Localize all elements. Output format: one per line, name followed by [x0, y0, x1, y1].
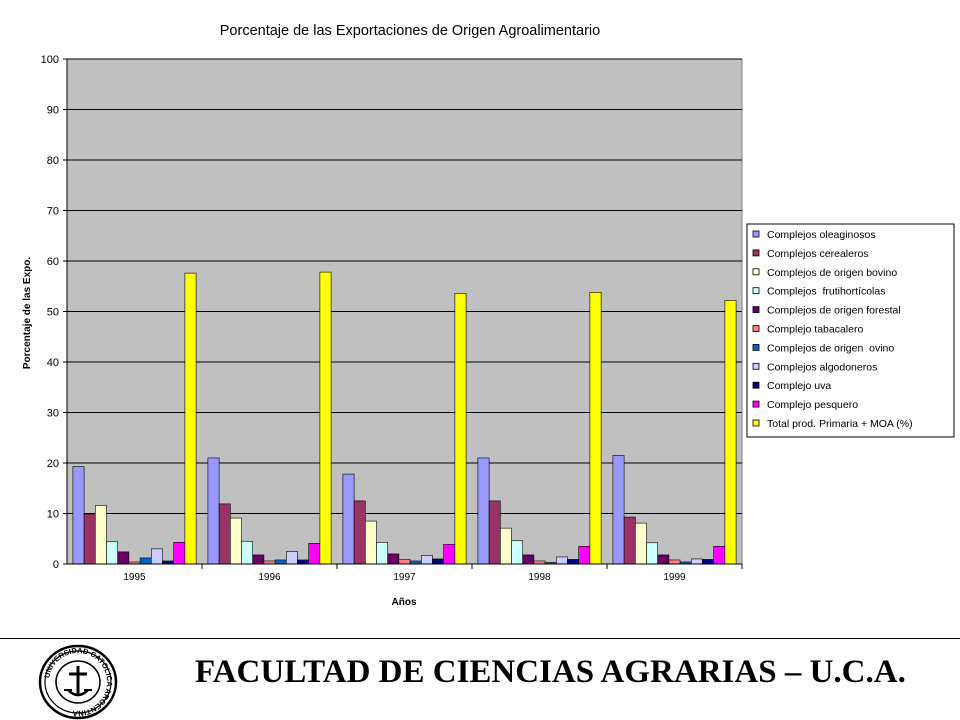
- bar: [713, 546, 726, 565]
- x-tick-labels: 1995 1996 1997 1998 1999: [123, 564, 743, 583]
- bar: [319, 271, 332, 565]
- legend-swatch: [752, 419, 760, 427]
- bar: [432, 558, 444, 565]
- y-tick-label: 30: [47, 408, 59, 420]
- legend-swatch: [752, 325, 760, 332]
- bar: [285, 551, 298, 565]
- bar: [657, 554, 670, 565]
- bar: [499, 527, 512, 565]
- bar: [634, 522, 647, 565]
- bar: [589, 292, 602, 565]
- bar: [218, 503, 231, 565]
- bar: [477, 457, 490, 565]
- legend-label: Complejo uva: [767, 380, 831, 392]
- legend-swatch: [752, 400, 760, 408]
- bar: [420, 555, 433, 565]
- legend-label: Complejos cerealeros: [767, 248, 869, 260]
- university-seal-logo: UNIVERSIDAD CATOLICA ARGENTINA: [38, 644, 118, 720]
- bar: [488, 500, 501, 565]
- y-tick-labels: 0 10 20 30 40 50 60 70 80 90 100: [41, 54, 67, 571]
- bar: [454, 293, 467, 565]
- y-tick-label: 100: [41, 54, 59, 66]
- bar: [106, 541, 118, 565]
- legend-label: Complejo tabacalero: [767, 324, 863, 336]
- bar: [511, 540, 523, 565]
- legend-swatch: [752, 362, 760, 370]
- bar: [646, 542, 658, 565]
- bar: [83, 513, 96, 565]
- bar: [522, 554, 535, 565]
- x-tick-label: 1996: [258, 572, 281, 583]
- legend-swatch: [752, 268, 760, 276]
- bar: [139, 557, 152, 565]
- bar: [207, 457, 220, 565]
- legend-label: Complejos de origen ovino: [767, 342, 894, 354]
- y-axis-label: Porcentaje de las Expo.: [22, 257, 33, 369]
- legend-label: Complejos de origen bovino: [767, 267, 897, 279]
- legend-swatch: [752, 343, 760, 351]
- legend-label: Complejo pesquero: [767, 399, 858, 411]
- bar: [274, 559, 287, 565]
- legend-swatch: [752, 249, 760, 257]
- y-tick-label: 90: [47, 105, 59, 117]
- bar: [555, 556, 568, 565]
- bar: [702, 559, 714, 565]
- bar: [117, 551, 130, 565]
- legend-label: Complejos frutihortícolas: [767, 286, 885, 298]
- legend: Complejos oleaginosos Complejos cerealero…: [746, 223, 955, 438]
- bar: [567, 559, 579, 565]
- bars: [72, 271, 737, 565]
- y-tick-label: 70: [47, 206, 59, 218]
- y-tick-label: 40: [47, 357, 59, 369]
- legend-box: [746, 223, 955, 438]
- legend-swatch: [752, 287, 760, 295]
- bar: [443, 544, 456, 565]
- x-tick-label: 1999: [663, 572, 686, 583]
- gridlines: [67, 58, 742, 514]
- bar: [151, 548, 163, 565]
- legend-label: Complejos oleaginosos: [767, 229, 876, 241]
- bar: [353, 500, 366, 565]
- bar: [690, 558, 703, 565]
- legend-swatch: [752, 306, 760, 314]
- legend-swatch: [752, 381, 760, 389]
- faculty-title: FACULTAD DE CIENCIAS AGRARIAS – U.C.A.: [195, 654, 906, 690]
- y-tick-label: 0: [53, 559, 59, 571]
- bar: [72, 466, 85, 565]
- bar: [724, 300, 737, 565]
- bar: [342, 473, 355, 565]
- bar: [623, 516, 636, 565]
- legend-swatch: [752, 230, 760, 238]
- bar: [612, 455, 625, 565]
- bar: [95, 505, 107, 565]
- bar: [308, 542, 321, 565]
- x-axis-label: Años: [392, 597, 417, 608]
- bar: [241, 540, 253, 565]
- bar: [230, 517, 242, 565]
- bar: [398, 559, 411, 565]
- y-tick-label: 50: [47, 307, 59, 319]
- y-tick-label: 80: [47, 155, 59, 167]
- legend-label: Complejos de origen forestal: [767, 305, 901, 317]
- legend-label: Total prod. Primaria + MOA (%): [767, 418, 913, 430]
- x-tick-label: 1998: [528, 572, 551, 583]
- bar: [364, 520, 377, 565]
- bar: [668, 559, 681, 565]
- bar: [252, 554, 265, 565]
- legend-label: Complejos algodoneros: [767, 361, 877, 373]
- y-tick-label: 20: [47, 458, 59, 470]
- footer-divider: [0, 638, 960, 639]
- x-tick-label: 1997: [393, 572, 416, 583]
- bar: [387, 553, 400, 565]
- chart-title: Porcentaje de las Exportaciones de Orige…: [220, 23, 600, 39]
- bar: [376, 541, 388, 565]
- chart: Porcentaje de las Exportaciones de Orige…: [22, 23, 955, 608]
- bar: [173, 541, 186, 565]
- bar: [297, 559, 309, 565]
- x-tick-label: 1995: [123, 572, 146, 583]
- bar: [184, 272, 197, 565]
- y-tick-label: 60: [47, 256, 59, 268]
- bar: [578, 546, 591, 565]
- y-tick-label: 10: [47, 509, 59, 521]
